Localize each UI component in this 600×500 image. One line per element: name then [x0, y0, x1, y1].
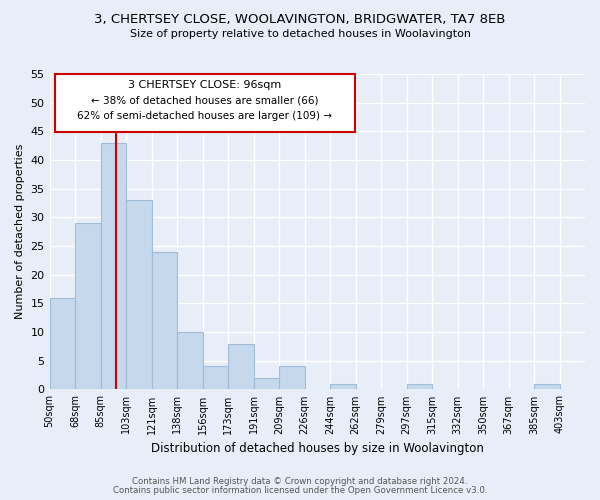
Bar	[177, 332, 203, 390]
Text: Size of property relative to detached houses in Woolavington: Size of property relative to detached ho…	[130, 29, 470, 39]
Bar	[330, 384, 356, 390]
Text: 3 CHERTSEY CLOSE: 96sqm: 3 CHERTSEY CLOSE: 96sqm	[128, 80, 281, 90]
Bar	[50, 298, 75, 390]
Text: 3, CHERTSEY CLOSE, WOOLAVINGTON, BRIDGWATER, TA7 8EB: 3, CHERTSEY CLOSE, WOOLAVINGTON, BRIDGWA…	[94, 12, 506, 26]
Bar	[75, 223, 101, 390]
Bar	[407, 384, 432, 390]
Bar	[254, 378, 279, 390]
Bar	[279, 366, 305, 390]
X-axis label: Distribution of detached houses by size in Woolavington: Distribution of detached houses by size …	[151, 442, 484, 455]
Text: 62% of semi-detached houses are larger (109) →: 62% of semi-detached houses are larger (…	[77, 111, 332, 121]
Bar	[152, 252, 177, 390]
Bar	[534, 384, 560, 390]
Bar	[203, 366, 228, 390]
Text: ← 38% of detached houses are smaller (66): ← 38% of detached houses are smaller (66…	[91, 96, 319, 106]
Text: Contains HM Land Registry data © Crown copyright and database right 2024.: Contains HM Land Registry data © Crown c…	[132, 477, 468, 486]
Bar	[228, 344, 254, 390]
Y-axis label: Number of detached properties: Number of detached properties	[15, 144, 25, 320]
Bar	[101, 143, 126, 390]
Text: Contains public sector information licensed under the Open Government Licence v3: Contains public sector information licen…	[113, 486, 487, 495]
FancyBboxPatch shape	[55, 74, 355, 132]
Bar	[126, 200, 152, 390]
